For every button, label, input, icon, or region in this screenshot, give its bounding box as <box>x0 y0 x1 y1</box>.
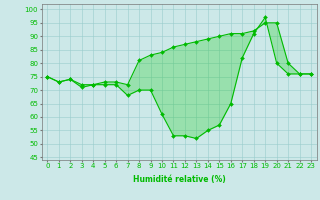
X-axis label: Humidité relative (%): Humidité relative (%) <box>133 175 226 184</box>
